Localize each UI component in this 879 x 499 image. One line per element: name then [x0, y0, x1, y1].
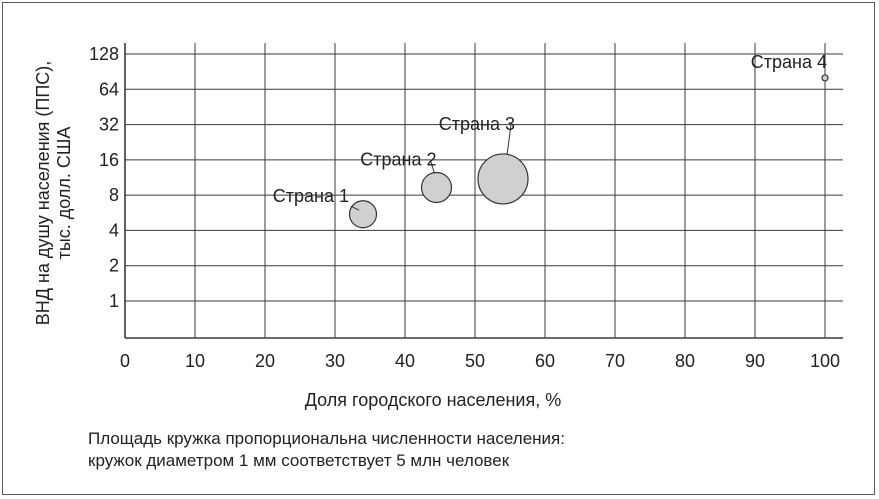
note-line-2: кружок диаметром 1 мм соответствует 5 мл…: [88, 451, 510, 470]
x-axis-label: Доля городского населения, %: [305, 390, 561, 410]
x-tick-label: 40: [395, 351, 415, 371]
x-tick-label: 80: [675, 351, 695, 371]
bubble-1: [348, 200, 378, 229]
x-tick-label: 30: [325, 351, 345, 371]
bubble-label-leader: [506, 124, 512, 155]
y-tick-labels: 1 2 4 8 16 32 64 128: [89, 44, 119, 311]
bubbles: [348, 74, 829, 229]
y-tick-label: 1: [109, 291, 119, 311]
y-axis-label-line1: ВНД на душу населения (ППС),: [33, 61, 53, 326]
note-line-1: Площадь кружка пропорциональна численнос…: [88, 429, 565, 448]
y-tick-label: 64: [99, 79, 119, 99]
y-tick-label: 128: [89, 44, 119, 64]
bubble-2: [420, 171, 453, 204]
x-tick-label: 70: [605, 351, 625, 371]
x-tick-labels: 0 10 20 30 40 50 60 70 80 90 100: [120, 351, 840, 371]
x-tick-label: 60: [535, 351, 555, 371]
y-tick-label: 2: [109, 256, 119, 276]
bubble-label: Страна 1: [273, 186, 349, 206]
bubble-label: Страна 3: [439, 114, 515, 134]
y-tick-label: 16: [99, 150, 119, 170]
y-tick-label: 32: [99, 115, 119, 135]
bubble-4: [821, 74, 829, 82]
x-tick-label: 10: [185, 351, 205, 371]
bubble-label-leader: [430, 160, 435, 174]
bubble-label-leader: [350, 205, 360, 211]
bubble-label: Страна 2: [360, 149, 436, 169]
y-axis-label-line2: тыс. долл. США: [54, 127, 74, 260]
x-tick-label: 50: [465, 351, 485, 371]
x-tick-label: 0: [120, 351, 130, 371]
bubble-chart: 0 10 20 30 40 50 60 70 80 90 100 1 2 4 8 16 32 64 128 Стр…: [33, 43, 843, 410]
x-tick-label: 90: [745, 351, 765, 371]
y-tick-label: 8: [109, 185, 119, 205]
bubble-label: Страна 4: [751, 52, 827, 72]
x-tick-label: 100: [810, 351, 840, 371]
x-tick-label: 20: [255, 351, 275, 371]
grid: [124, 43, 843, 339]
bubble-3: [477, 153, 529, 205]
y-tick-label: 4: [109, 220, 119, 240]
